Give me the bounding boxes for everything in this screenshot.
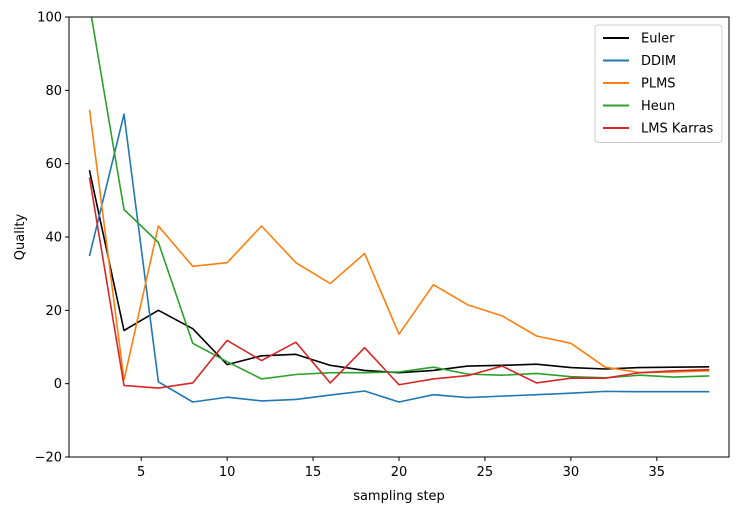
plot-lines: [88, 17, 710, 403]
y-tick-label: 80: [45, 84, 62, 99]
y-tick-label: 20: [45, 304, 62, 319]
series-line-plms: [88, 109, 710, 381]
y-tick-label: 40: [45, 231, 62, 246]
x-tick-label: 5: [137, 465, 145, 480]
legend-label-heun: Heun: [641, 99, 675, 114]
series-line-ddim: [88, 113, 710, 403]
series-line-euler: [88, 170, 710, 374]
x-axis: 5 10 15 20 25 30 35: [137, 457, 665, 480]
series-line-lms-karras: [88, 177, 710, 389]
x-tick-label: 35: [649, 465, 666, 480]
y-axis: −20 0 20 40 60 80 100: [35, 11, 69, 466]
legend-label-euler: Euler: [641, 32, 675, 47]
x-tick-label: 10: [219, 465, 236, 480]
legend-label-lms-karras: LMS Karras: [641, 122, 714, 137]
x-tick-label: 30: [563, 465, 580, 480]
x-axis-label: sampling step: [353, 489, 445, 504]
legend-box: [594, 24, 723, 143]
y-axis-label: Quality: [13, 213, 28, 260]
y-tick-label: 0: [54, 377, 62, 392]
legend-label-ddim: DDIM: [641, 54, 676, 69]
legend: Euler DDIM PLMS Heun LMS Karras: [594, 24, 723, 143]
y-tick-label: 60: [45, 157, 62, 172]
x-tick-label: 25: [477, 465, 494, 480]
y-tick-label: −20: [35, 451, 62, 466]
y-tick-label: 100: [37, 11, 62, 26]
x-tick-label: 15: [305, 465, 322, 480]
legend-label-plms: PLMS: [641, 77, 676, 92]
x-tick-label: 20: [391, 465, 408, 480]
